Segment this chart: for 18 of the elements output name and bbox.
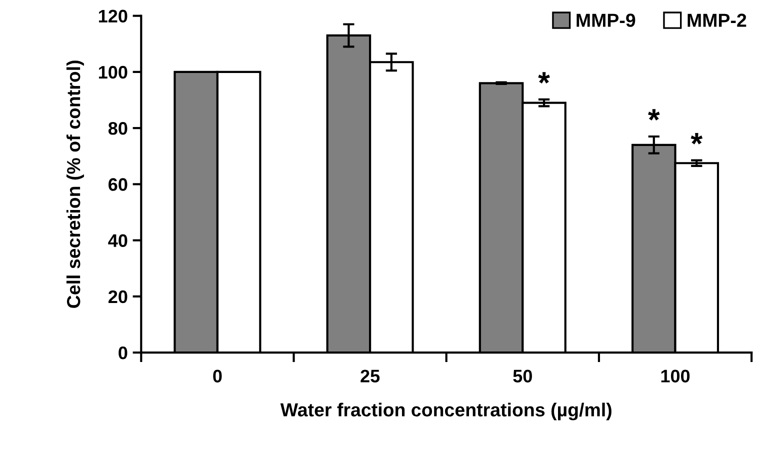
y-tick-label: 60 <box>108 178 128 191</box>
y-tick-label: 80 <box>108 122 128 135</box>
y-tick-label: 0 <box>118 346 128 360</box>
y-tick-label: 20 <box>108 290 128 304</box>
x-tick-label: 0 <box>213 370 222 382</box>
y-axis-title: Cell secretion (% of control) <box>66 60 84 308</box>
legend-label: MMP-9 <box>576 14 636 27</box>
x-axis-title: Water fraction concentrations (µg/ml) <box>280 402 612 420</box>
y-tick-label: 100 <box>98 66 128 79</box>
y-tick-label: 40 <box>108 234 128 248</box>
legend-label: MMP-2 <box>688 14 746 27</box>
y-tick-label: 120 <box>98 10 128 23</box>
annotation: * <box>538 72 550 84</box>
x-tick-label: 100 <box>661 370 690 382</box>
x-tick-label: 25 <box>360 370 380 382</box>
annotation: * <box>690 132 703 144</box>
annotation: * <box>648 109 660 120</box>
x-tick-label: 50 <box>513 370 532 382</box>
